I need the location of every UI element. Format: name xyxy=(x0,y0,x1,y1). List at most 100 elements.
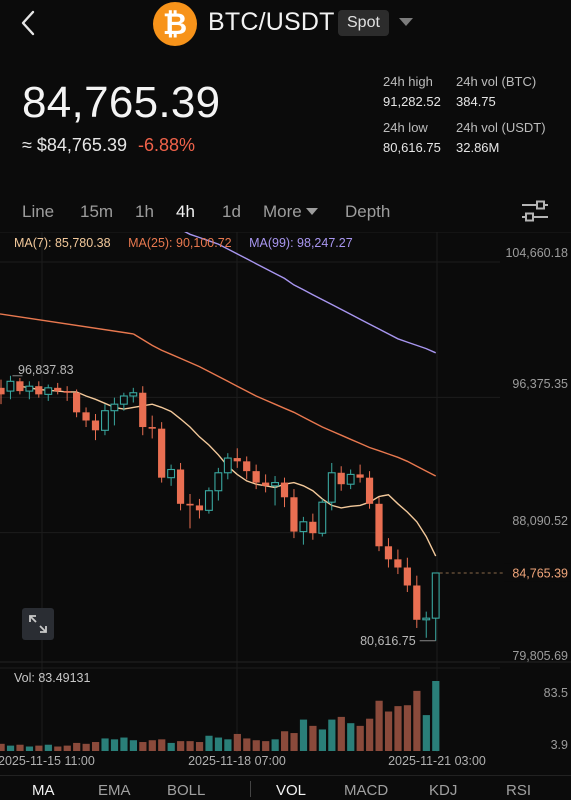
stat-24h-high: 24h high 91,282.52 xyxy=(383,74,441,109)
stat-label: 24h high xyxy=(383,74,433,89)
volume-axis-bottom: 3.9 xyxy=(551,738,568,752)
volume-bar xyxy=(271,739,279,751)
tab-ma[interactable]: MA xyxy=(32,782,55,799)
tab-vol[interactable]: VOL xyxy=(276,782,307,799)
candle-body xyxy=(346,473,355,485)
candle-body xyxy=(365,477,374,504)
time-axis-label: 2025-11-18 07:00 xyxy=(188,754,286,768)
stat-value: 80,616.75 xyxy=(383,140,441,155)
candle-body xyxy=(431,572,440,619)
volume-bar xyxy=(394,706,402,751)
chart-settings-icon[interactable] xyxy=(520,200,550,222)
candle-body xyxy=(167,468,176,479)
candle-body xyxy=(403,567,411,586)
candle-body xyxy=(158,428,166,478)
candle-body xyxy=(186,503,194,506)
candle-body xyxy=(233,458,241,462)
volume-bar xyxy=(384,711,393,751)
volume-bar xyxy=(205,735,213,751)
stat-value: 384.75 xyxy=(456,94,496,109)
chart-grid xyxy=(0,232,571,752)
candle-body xyxy=(54,387,62,392)
ma-legend: MA(7): 85,780.38 MA(25): 90,100.72 MA(99… xyxy=(14,236,367,250)
tab-1h[interactable]: 1h xyxy=(135,202,154,221)
stat-label: 24h vol (BTC) xyxy=(456,74,537,89)
volume-bar xyxy=(63,745,71,751)
back-arrow-icon[interactable] xyxy=(16,8,42,38)
stat-value: 91,282.52 xyxy=(383,94,441,109)
candlestick-chart[interactable]: 104,660.18 96,375.35 88,090.52 79,805.69 96,… xyxy=(0,232,571,775)
tab-line[interactable]: Line xyxy=(22,202,55,221)
ma25-label: MA(25): 90,100.72 xyxy=(128,236,232,250)
volume-bar xyxy=(186,741,194,751)
candle-body xyxy=(422,617,431,621)
candle-body xyxy=(129,392,138,397)
tab-ema[interactable]: EMA xyxy=(98,782,131,799)
volume-bar xyxy=(139,742,147,751)
volume-bar xyxy=(299,719,308,751)
volume-bar xyxy=(54,746,62,751)
tab-rsi[interactable]: RSI xyxy=(506,782,532,799)
candle-body xyxy=(356,474,364,478)
ma25-line-head xyxy=(0,313,134,335)
approx-fiat-value: ≈ $84,765.39 xyxy=(22,135,127,155)
time-axis-label: 2025-11-15 11:00 xyxy=(0,754,95,768)
volume-bar xyxy=(432,681,440,751)
volume-bar xyxy=(110,739,119,751)
price-axis-label: 88,090.52 xyxy=(512,514,568,528)
candle-body xyxy=(35,386,43,395)
candle-body xyxy=(16,381,24,392)
volume-bar xyxy=(25,746,34,751)
volume-bar xyxy=(347,723,355,751)
moving-average-lines xyxy=(0,232,437,557)
tab-boll[interactable]: BOLL xyxy=(167,782,206,799)
volume-bar xyxy=(422,715,430,751)
volume-bar xyxy=(309,725,317,751)
stat-24h-vol-btc: 24h vol (BTC) 384.75 xyxy=(456,74,536,109)
tab-4h[interactable]: 4h xyxy=(176,202,195,221)
ma99-label: MA(99): 98,247.27 xyxy=(249,236,353,250)
candle-body xyxy=(243,461,251,472)
ma7-label: MA(7): 85,780.38 xyxy=(14,236,111,250)
candle-body xyxy=(119,395,128,405)
volume-bar xyxy=(148,740,156,751)
low-marker-label: 80,616.75 xyxy=(360,634,416,648)
tab-depth[interactable]: Depth xyxy=(345,202,391,221)
tab-macd[interactable]: MACD xyxy=(344,782,389,799)
volume-axis-top: 83.5 xyxy=(544,686,568,700)
volume-bar xyxy=(252,740,260,751)
candle-body xyxy=(82,412,90,421)
tab-kdj[interactable]: KDJ xyxy=(429,782,458,799)
tab-more[interactable]: More xyxy=(263,202,318,222)
candle-body xyxy=(309,521,317,534)
volume-bar xyxy=(366,718,374,751)
volume-bar xyxy=(337,716,345,751)
candle-body xyxy=(262,482,270,486)
change-percent: -6.88% xyxy=(137,135,196,155)
candle-body xyxy=(139,392,147,428)
candle-body xyxy=(384,546,393,560)
volume-bar xyxy=(44,744,52,751)
volume-bar xyxy=(6,745,15,751)
fullscreen-button[interactable] xyxy=(22,608,54,640)
interval-tabs: Line 15m 1h 4h 1d More Depth xyxy=(0,197,571,225)
volume-bar xyxy=(224,739,232,751)
candle-body xyxy=(327,472,336,503)
candle-body xyxy=(271,482,279,487)
tab-15m[interactable]: 15m xyxy=(80,202,114,221)
candle-body xyxy=(337,472,345,485)
candle-body xyxy=(25,385,34,392)
volume-bar xyxy=(73,742,81,751)
tab-1d[interactable]: 1d xyxy=(222,202,241,221)
volume-bar xyxy=(318,729,326,751)
volume-bar xyxy=(375,700,383,751)
tab-divider xyxy=(250,781,251,797)
tab-more-label: More xyxy=(263,202,302,221)
ma25-line xyxy=(132,333,437,477)
pair-dropdown-icon[interactable] xyxy=(399,18,413,26)
price-subline: ≈ $84,765.39 -6.88% xyxy=(22,135,195,156)
pair-title[interactable]: BTC/USDT xyxy=(208,8,335,36)
candle-body xyxy=(195,505,204,511)
stat-label: 24h low xyxy=(383,120,428,135)
candle-body xyxy=(214,472,223,492)
